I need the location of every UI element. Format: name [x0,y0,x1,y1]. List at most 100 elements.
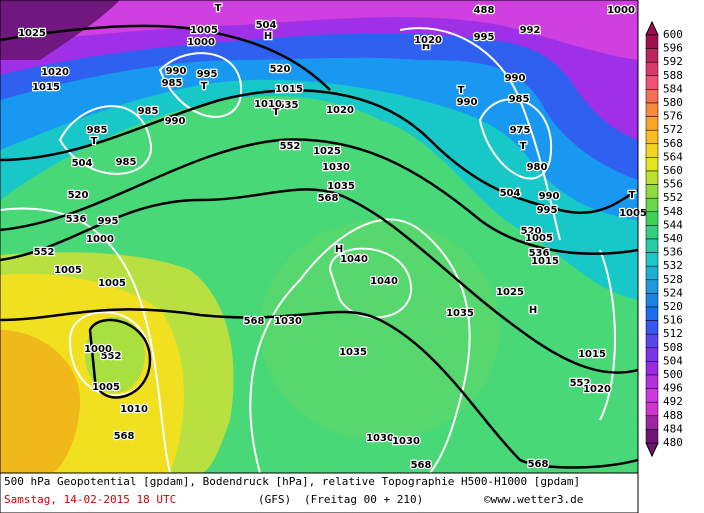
contour-label: 990 [166,66,187,77]
footer-box [0,472,639,513]
color-bar-step [645,347,659,362]
color-bar-label: 560 [663,164,683,177]
contour-label: 504 [500,188,521,199]
footer-copyright: ©www.wetter3.de [484,493,583,506]
color-bar-label: 580 [663,96,683,109]
contour-label: 568 [244,316,265,327]
color-bar-label: 516 [663,314,683,327]
contour-label: T [458,85,465,96]
color-bar-step [645,211,659,226]
contour-label: 1000 [187,37,215,48]
color-bar-label: 504 [663,354,683,367]
contour-label: 488 [474,5,495,16]
color-bar: 6005965925885845805765725685645605565525… [645,20,683,458]
contour-label: 1020 [583,384,611,395]
contour-label: H [529,305,537,316]
contour-label: 520 [270,64,291,75]
contour-label: T [215,3,222,14]
contour-label: T [201,81,208,92]
contour-label: 980 [527,162,548,173]
color-bar-step [645,89,659,104]
contour-label: T [91,136,98,147]
color-bar-step [645,61,659,77]
color-bar-label: 568 [663,137,683,150]
contour-label: 536 [529,248,550,259]
contour-label: 504 [256,20,277,31]
color-bar-label: 584 [663,82,683,95]
contour-label: 1040 [340,254,368,265]
contour-label: 1010 [120,404,148,415]
color-bar-step [645,320,659,335]
contour-label: 990 [505,73,526,84]
footer-title: 500 hPa Geopotential [gpdam], Bodendruck… [4,475,580,488]
color-bar-step [645,333,659,349]
color-bar-step [645,374,659,389]
color-bar-label: 552 [663,191,683,204]
contour-label: 504 [72,158,93,169]
color-bar-step [645,225,659,240]
color-bar-step [645,279,659,294]
contour-label: 568 [411,460,432,471]
color-bar-step [645,184,659,199]
color-bar-step [645,129,659,145]
color-bar-label: 512 [663,327,683,340]
contour-label: 1020 [326,105,354,116]
contour-label: 1020 [41,67,69,78]
contour-label: 1005 [54,265,82,276]
contour-label: 995 [197,69,218,80]
contour-label: 552 [570,378,591,389]
color-bar-step [645,306,659,321]
color-bar-label: 572 [663,123,683,136]
contour-label: 985 [87,125,108,136]
map-labels: 5525685365205045521005100555210001005101… [17,2,648,473]
color-bar-step [645,293,659,308]
contour-label: 520 [521,226,542,237]
color-bar-label: 492 [663,395,683,408]
contour-label: 995 [537,205,558,216]
contour-label: 1005 [190,25,218,36]
contour-label: 535 [278,100,299,111]
color-bar-step [645,102,659,117]
contour-label: 995 [474,32,495,43]
contour-label: 985 [509,94,530,105]
map-field [0,0,638,473]
contour-label: 1000 [607,5,635,16]
contour-label: 1025 [313,146,341,157]
geopotential-lines [0,24,638,469]
contour-label: T [273,107,280,118]
contour-label: 1010 [254,99,282,110]
contour-label: 520 [68,190,89,201]
contour-label: 995 [98,216,119,227]
contour-label: 1000 [86,234,114,245]
color-bar-label: 592 [663,55,683,68]
color-bar-step [645,265,659,281]
contour-label: 985 [138,106,159,117]
contour-label: 1005 [619,208,647,219]
color-bar-step [645,415,659,430]
contour-label: 1035 [327,181,355,192]
contour-label: 1005 [92,382,120,393]
contour-label: 1040 [370,276,398,287]
color-bar-top [645,20,659,36]
contour-label: 1015 [32,82,60,93]
color-bar-label: 528 [663,273,683,286]
contour-label: 985 [162,78,183,89]
contour-label: 568 [318,193,339,204]
color-bar-bottom [645,442,659,458]
color-bar-step [645,197,659,213]
contour-label: 552 [34,247,55,258]
contour-label: 1015 [531,256,559,267]
color-bar-label: 600 [663,28,683,41]
color-bar-label: 556 [663,178,683,191]
color-bar-step [645,34,659,49]
color-bar-step [645,116,659,131]
color-bar-label: 544 [663,218,683,231]
color-bar-label: 548 [663,205,683,218]
color-bar-label: 480 [663,436,683,449]
color-bar-step [645,252,659,267]
contour-label: 990 [539,191,560,202]
color-bar-label: 496 [663,382,683,395]
contour-label: 1025 [18,28,46,39]
contour-label: 990 [457,97,478,108]
